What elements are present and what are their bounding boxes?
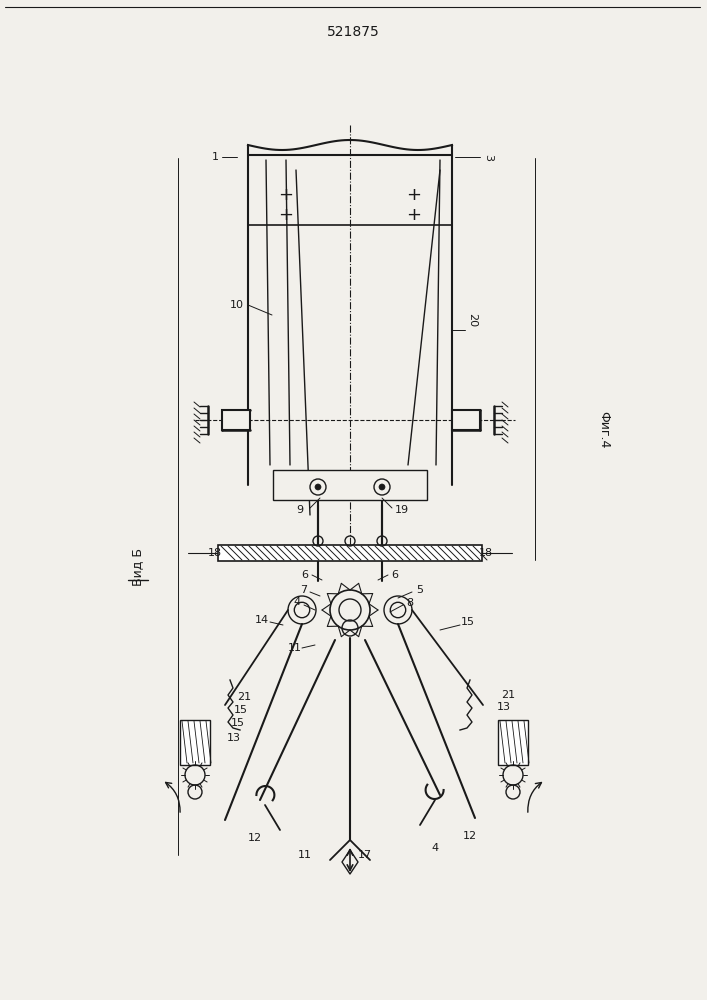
Text: 13: 13: [497, 702, 511, 712]
Text: Фиг.4: Фиг.4: [597, 411, 611, 449]
Text: +: +: [279, 206, 293, 224]
Text: 11: 11: [288, 643, 302, 653]
Text: 6: 6: [392, 570, 399, 580]
Text: +: +: [407, 206, 421, 224]
Text: 1: 1: [211, 152, 218, 162]
Text: 21: 21: [501, 690, 515, 700]
Text: 18: 18: [479, 548, 493, 558]
Text: 12: 12: [463, 831, 477, 841]
Text: 15: 15: [231, 718, 245, 728]
Text: 17: 17: [358, 850, 372, 860]
Text: 14: 14: [255, 615, 269, 625]
Bar: [452, 410, 480, 430]
Bar: [498, 720, 528, 765]
Text: 19: 19: [395, 505, 409, 515]
Text: 11: 11: [298, 850, 312, 860]
Text: 18: 18: [208, 548, 222, 558]
Text: 20: 20: [467, 313, 477, 327]
Text: 12: 12: [248, 833, 262, 843]
Text: 8: 8: [407, 598, 414, 608]
Text: +: +: [407, 186, 421, 204]
Text: 4: 4: [431, 843, 438, 853]
Circle shape: [315, 484, 321, 490]
Bar: [273, 470, 427, 500]
Text: 15: 15: [461, 617, 475, 627]
Circle shape: [379, 484, 385, 490]
Bar: [222, 410, 250, 430]
Bar: [218, 545, 482, 561]
Text: 521875: 521875: [327, 25, 380, 39]
Text: 7: 7: [300, 585, 308, 595]
Text: 13: 13: [227, 733, 241, 743]
Text: 4: 4: [293, 597, 300, 607]
Bar: [180, 720, 210, 765]
Text: Вид Б: Вид Б: [132, 548, 144, 586]
Text: +: +: [279, 186, 293, 204]
Text: 5: 5: [416, 585, 423, 595]
Text: 21: 21: [237, 692, 251, 702]
Text: 10: 10: [230, 300, 244, 310]
Text: 3: 3: [483, 153, 493, 160]
Text: 6: 6: [301, 570, 308, 580]
Text: 9: 9: [296, 505, 303, 515]
Text: 15: 15: [234, 705, 248, 715]
